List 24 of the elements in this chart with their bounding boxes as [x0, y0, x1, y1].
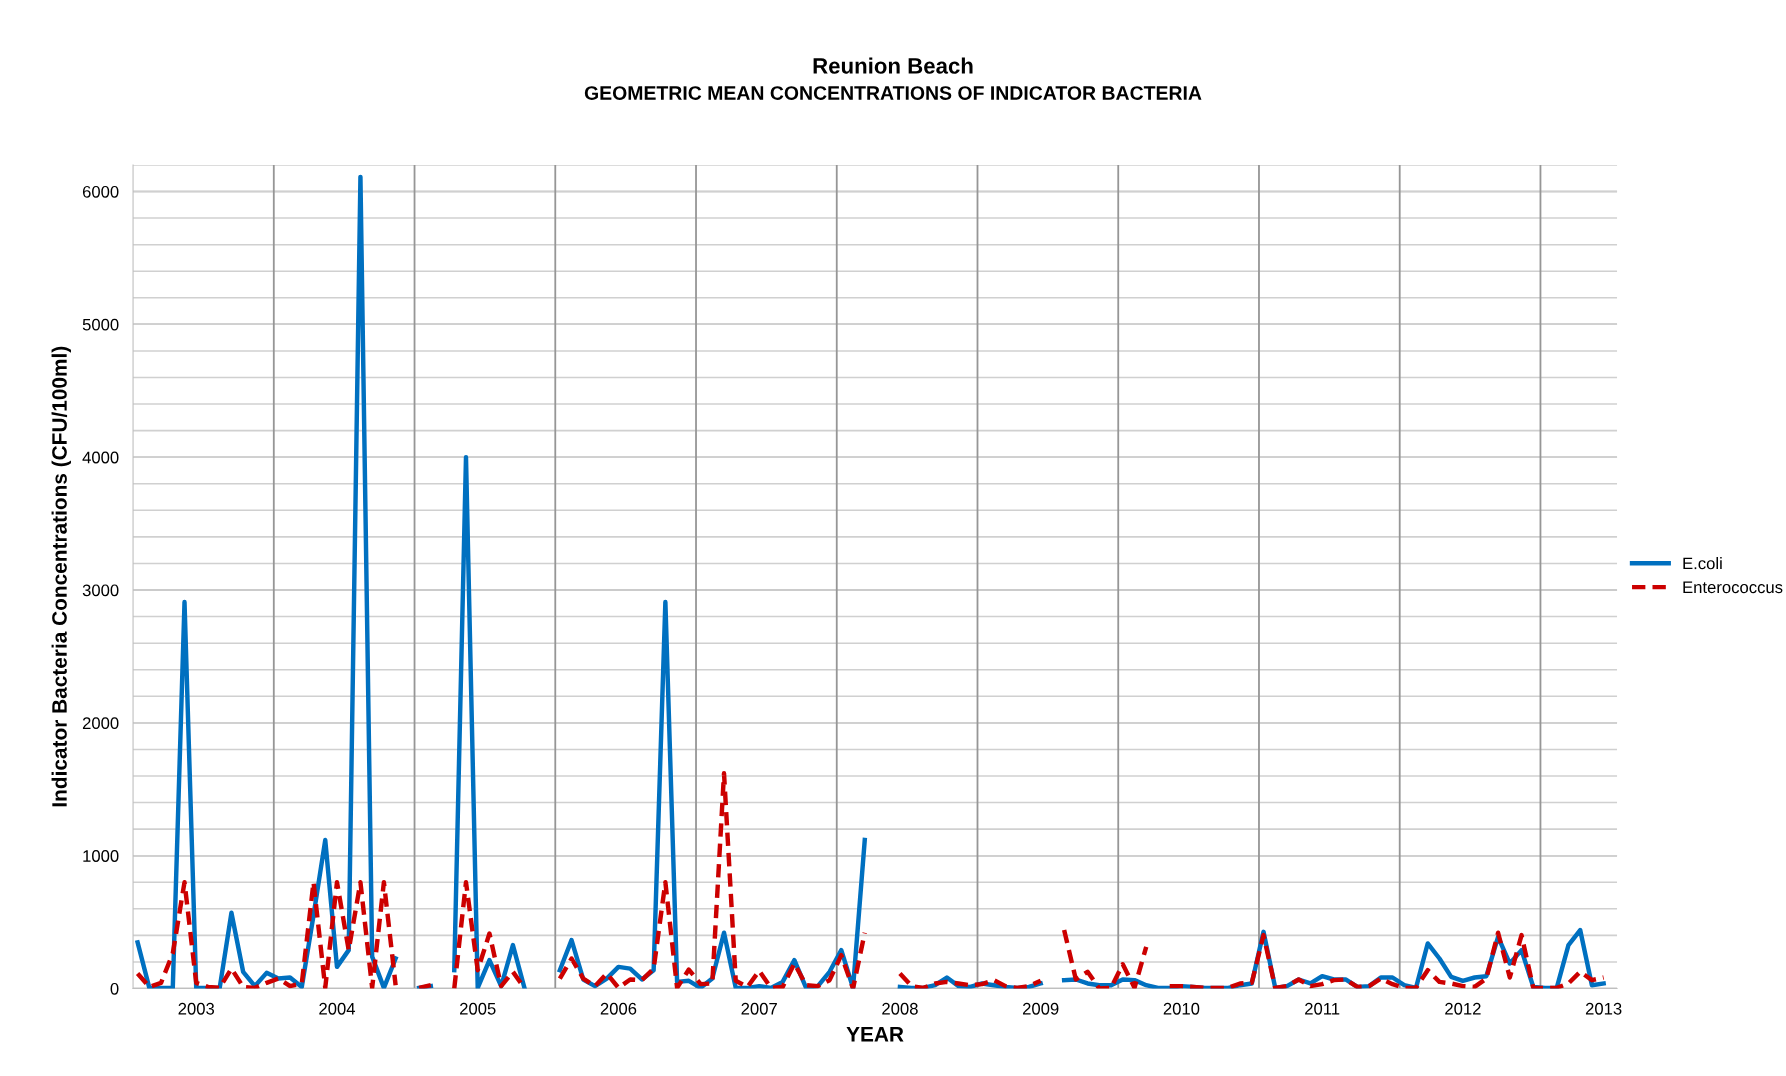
- y-tick-label: 5000: [82, 318, 119, 331]
- y-axis-title: Indicator Bacteria Concentrations (CFU/100ml): [51, 346, 71, 807]
- x-tick-label: 2007: [741, 1002, 777, 1015]
- legend-label: Enterococcus: [1683, 581, 1783, 594]
- y-tick-label: 2000: [82, 717, 119, 730]
- y-tick-label: 6000: [82, 185, 119, 198]
- x-tick-label: 2009: [1022, 1002, 1059, 1015]
- chart-title: Reunion Beach: [813, 57, 973, 74]
- y-tick-label: 3000: [82, 584, 119, 597]
- legend-label: E.coli: [1683, 557, 1722, 570]
- x-tick-label: 2010: [1163, 1002, 1200, 1015]
- x-tick-label: 2005: [460, 1002, 496, 1015]
- x-tick-label: 2011: [1305, 1002, 1340, 1015]
- x-axis-title: YEAR: [846, 1027, 904, 1042]
- chart-subtitle: GEOMETRIC MEAN CONCENTRATIONS OF INDICATOR BACTERIA: [584, 86, 1202, 100]
- x-tick-label: 2004: [319, 1002, 356, 1015]
- x-tick-label: 2006: [600, 1002, 637, 1015]
- x-tick-label: 2013: [1585, 1002, 1622, 1015]
- x-tick-label: 2012: [1445, 1002, 1481, 1015]
- x-tick-label: 2003: [178, 1002, 215, 1015]
- y-tick-label: 0: [110, 982, 119, 995]
- y-tick-label: 1000: [83, 850, 119, 862]
- x-tick-label: 2008: [882, 1002, 918, 1015]
- y-tick-label: 4000: [82, 451, 119, 464]
